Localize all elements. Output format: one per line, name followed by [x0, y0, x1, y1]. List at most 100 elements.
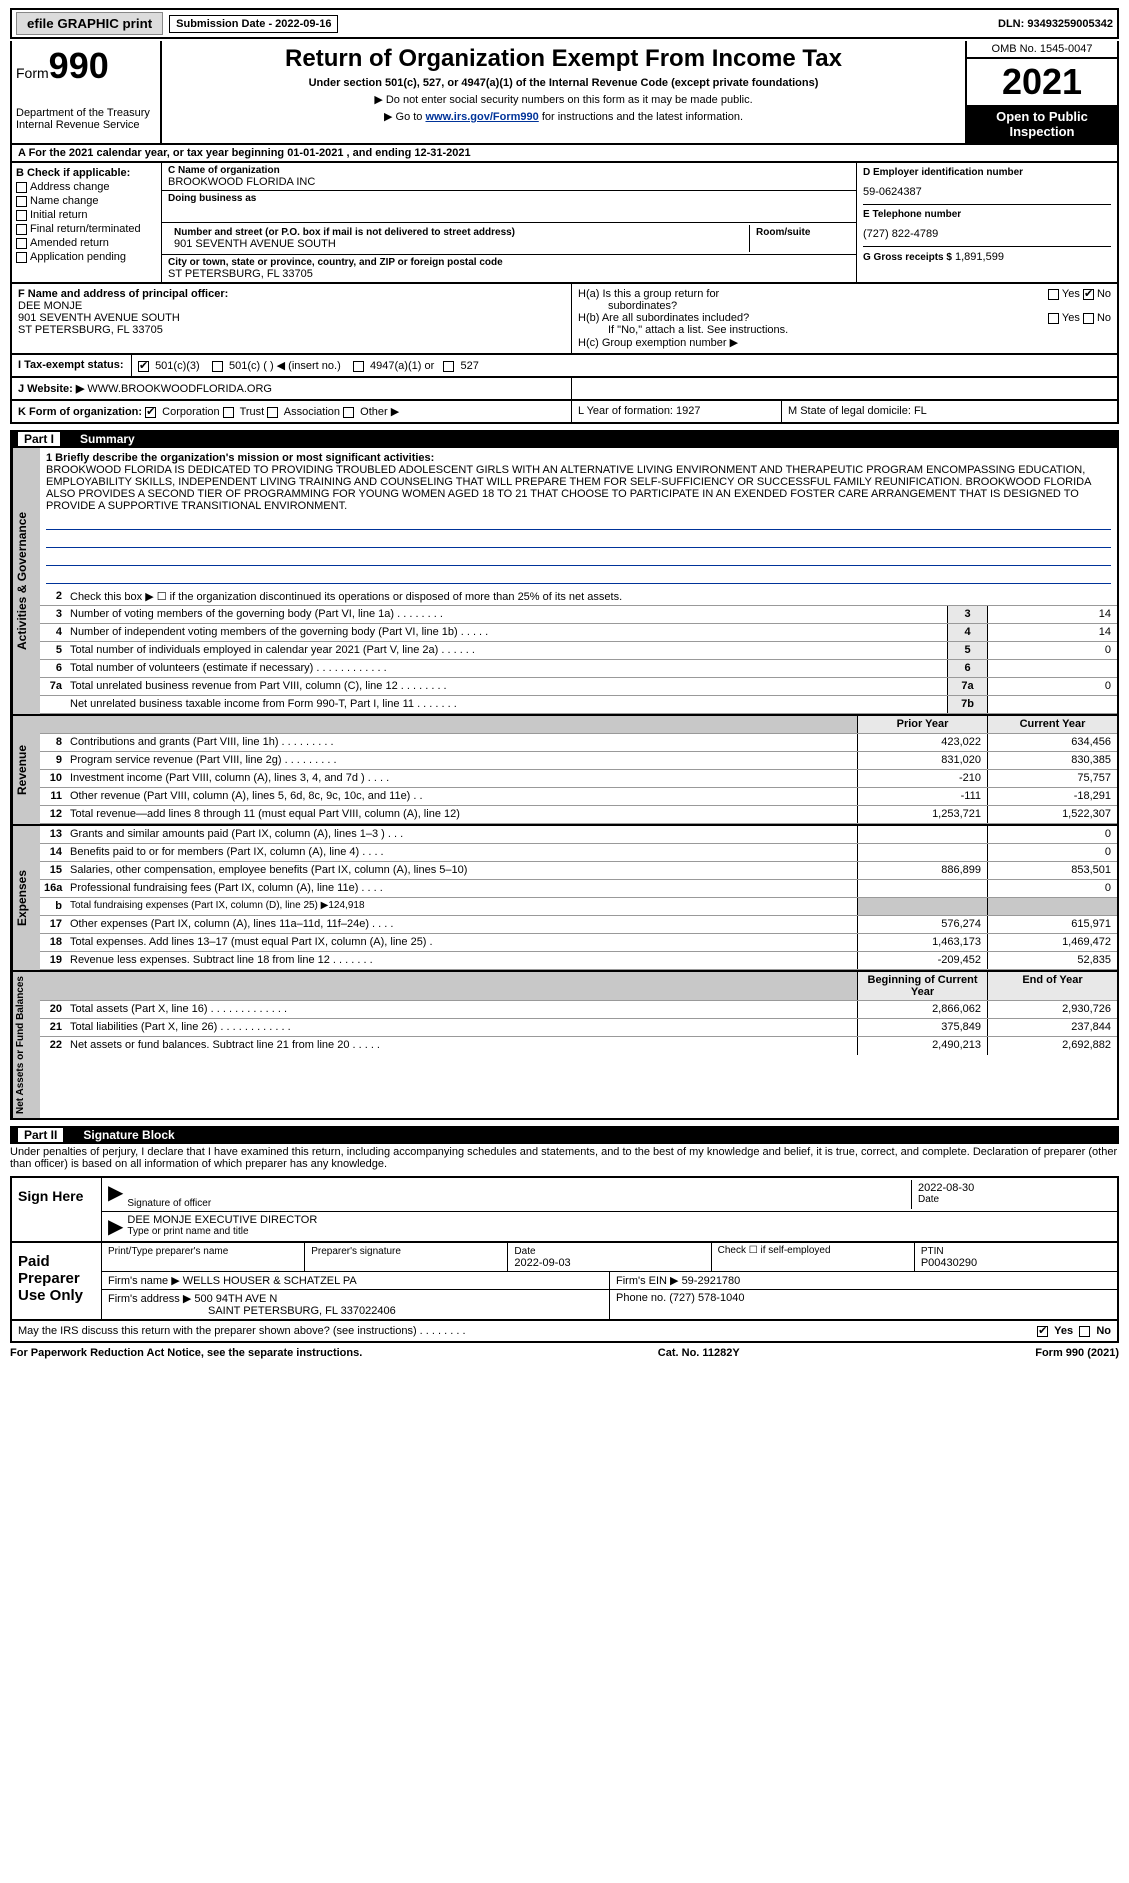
- side-revenue: Revenue: [12, 716, 40, 824]
- form-note2: ▶ Go to www.irs.gov/Form990 for instruct…: [166, 110, 961, 123]
- sig-date: 2022-08-30: [918, 1182, 1105, 1194]
- side-governance: Activities & Governance: [12, 448, 40, 714]
- c21: 237,844: [987, 1019, 1117, 1036]
- val-4: 14: [987, 624, 1117, 641]
- c19: 52,835: [987, 952, 1117, 969]
- chk-ha-no[interactable]: [1083, 289, 1094, 300]
- paid-preparer-label: Paid Preparer Use Only: [12, 1243, 102, 1319]
- c17: 615,971: [987, 916, 1117, 933]
- omb-number: OMB No. 1545-0047: [967, 41, 1117, 59]
- p16a: [857, 880, 987, 897]
- chk-501c3[interactable]: [138, 361, 149, 372]
- p13: [857, 826, 987, 843]
- chk-amended[interactable]: [16, 238, 27, 249]
- chk-application[interactable]: [16, 252, 27, 263]
- inspection-label: Open to Public Inspection: [967, 105, 1117, 143]
- p22: 2,490,213: [857, 1037, 987, 1055]
- sig-declaration: Under penalties of perjury, I declare th…: [10, 1144, 1119, 1172]
- p18: 1,463,173: [857, 934, 987, 951]
- irs-link[interactable]: www.irs.gov/Form990: [425, 111, 538, 123]
- chk-hb-yes[interactable]: [1048, 313, 1059, 324]
- firm-phone: (727) 578-1040: [669, 1292, 744, 1304]
- ptin: P00430290: [921, 1257, 977, 1269]
- p11: -111: [857, 788, 987, 805]
- efile-print-button[interactable]: efile GRAPHIC print: [16, 12, 163, 35]
- form-subtitle: Under section 501(c), 527, or 4947(a)(1)…: [166, 77, 961, 89]
- chk-initial[interactable]: [16, 210, 27, 221]
- chk-4947[interactable]: [353, 361, 364, 372]
- p10: -210: [857, 770, 987, 787]
- chk-ha-yes[interactable]: [1048, 289, 1059, 300]
- row-a-period: A For the 2021 calendar year, or tax yea…: [10, 145, 1119, 163]
- form-title: Return of Organization Exempt From Incom…: [166, 45, 961, 73]
- side-netassets: Net Assets or Fund Balances: [12, 972, 40, 1118]
- chk-address[interactable]: [16, 182, 27, 193]
- footer-form: Form 990 (2021): [1035, 1347, 1119, 1359]
- val-6: [987, 660, 1117, 677]
- chk-527[interactable]: [443, 361, 454, 372]
- ein: 59-0624387: [863, 186, 1111, 198]
- c8: 634,456: [987, 734, 1117, 751]
- c20: 2,930,726: [987, 1001, 1117, 1018]
- chk-other[interactable]: [343, 407, 354, 418]
- chk-hb-no[interactable]: [1083, 313, 1094, 324]
- c13: 0: [987, 826, 1117, 843]
- phone: (727) 822-4789: [863, 228, 1111, 240]
- val-3: 14: [987, 606, 1117, 623]
- chk-name[interactable]: [16, 196, 27, 207]
- val-7b: [987, 696, 1117, 713]
- org-street: 901 SEVENTH AVENUE SOUTH: [174, 238, 743, 250]
- submission-date: Submission Date - 2022-09-16: [169, 15, 338, 33]
- chk-final[interactable]: [16, 224, 27, 235]
- p20: 2,866,062: [857, 1001, 987, 1018]
- prep-date: 2022-09-03: [514, 1257, 570, 1269]
- chk-discuss-no[interactable]: [1079, 1326, 1090, 1337]
- mission-text: BROOKWOOD FLORIDA IS DEDICATED TO PROVID…: [46, 464, 1111, 512]
- val-7a: 0: [987, 678, 1117, 695]
- c14: 0: [987, 844, 1117, 861]
- c11: -18,291: [987, 788, 1117, 805]
- website: WWW.BROOKWOODFLORIDA.ORG: [87, 383, 272, 395]
- chk-discuss-yes[interactable]: [1037, 1326, 1048, 1337]
- side-expenses: Expenses: [12, 826, 40, 970]
- form-note1: ▶ Do not enter social security numbers o…: [166, 93, 961, 106]
- org-name: BROOKWOOD FLORIDA INC: [168, 176, 850, 188]
- gross-receipts: 1,891,599: [955, 251, 1004, 263]
- sign-here-label: Sign Here: [12, 1178, 102, 1241]
- chk-assoc[interactable]: [267, 407, 278, 418]
- c15: 853,501: [987, 862, 1117, 879]
- year-formation: L Year of formation: 1927: [572, 401, 782, 422]
- p17: 576,274: [857, 916, 987, 933]
- firm-ein: 59-2921780: [682, 1275, 741, 1287]
- footer-cat: Cat. No. 11282Y: [658, 1347, 740, 1359]
- footer-pra: For Paperwork Reduction Act Notice, see …: [10, 1347, 362, 1359]
- p8: 423,022: [857, 734, 987, 751]
- irs-label: Internal Revenue Service: [16, 119, 156, 131]
- p15: 886,899: [857, 862, 987, 879]
- state-domicile: M State of legal domicile: FL: [782, 401, 933, 422]
- part2-header: Part IISignature Block: [10, 1126, 1119, 1144]
- p12: 1,253,721: [857, 806, 987, 823]
- officer-name: DEE MONJE: [18, 300, 565, 312]
- p9: 831,020: [857, 752, 987, 769]
- part1-header: Part ISummary: [10, 430, 1119, 448]
- p14: [857, 844, 987, 861]
- tax-year: 2021: [967, 59, 1117, 105]
- firm-name: WELLS HOUSER & SCHATZEL PA: [183, 1275, 357, 1287]
- c16a: 0: [987, 880, 1117, 897]
- form-number: Form990: [16, 45, 156, 87]
- dln: DLN: 93493259005342: [998, 18, 1113, 30]
- firm-addr: 500 94TH AVE N: [194, 1293, 277, 1305]
- c10: 75,757: [987, 770, 1117, 787]
- chk-corp[interactable]: [145, 407, 156, 418]
- chk-501c[interactable]: [212, 361, 223, 372]
- top-bar: efile GRAPHIC print Submission Date - 20…: [10, 8, 1119, 39]
- val-5: 0: [987, 642, 1117, 659]
- officer-typed: DEE MONJE EXECUTIVE DIRECTOR: [127, 1214, 1111, 1226]
- c12: 1,522,307: [987, 806, 1117, 823]
- p21: 375,849: [857, 1019, 987, 1036]
- org-city: ST PETERSBURG, FL 33705: [168, 268, 850, 280]
- c22: 2,692,882: [987, 1037, 1117, 1055]
- c9: 830,385: [987, 752, 1117, 769]
- chk-trust[interactable]: [223, 407, 234, 418]
